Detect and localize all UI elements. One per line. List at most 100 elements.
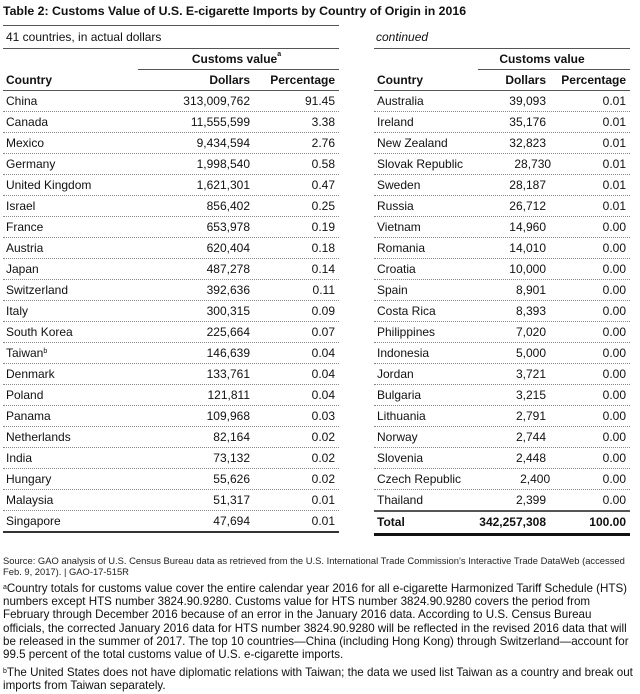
percentage-cell: 0.01 <box>602 115 626 129</box>
percentage-cell: 0.14 <box>311 262 335 276</box>
table-subtitle: 41 countries, in actual dollars <box>6 30 162 44</box>
country-name: Lithuania <box>377 409 426 423</box>
country-cell: United Kingdom <box>3 175 130 195</box>
percentage-cell: 0.19 <box>311 220 335 234</box>
country-cell: Bulgaria <box>374 385 452 405</box>
left-table-body: China 313,009,762 91.45 Canada 11,555,599 3.3… <box>3 91 339 531</box>
country-cell: Ireland <box>374 112 452 132</box>
group-header-label: Customs value <box>191 52 278 66</box>
table-row: Canada 11,555,599 3.38 <box>3 111 339 132</box>
country-cell: Germany <box>3 154 130 174</box>
header-rule <box>3 90 339 91</box>
table-row: Vietnam 14,960 0.00 <box>374 216 630 237</box>
percentage-cell: 0.25 <box>311 199 335 213</box>
group-header-rule <box>478 69 630 70</box>
dollars-cell: 28,730 <box>514 157 552 171</box>
country-cell: Mexico <box>3 133 130 153</box>
bottom-rule <box>374 533 630 536</box>
country-name: Czech Republic <box>377 472 462 486</box>
dollars-cell: 7,020 <box>515 325 546 339</box>
dollars-cell: 51,317 <box>213 493 250 507</box>
table-row: Czech Republic 2,400 0.00 <box>374 468 630 489</box>
table-row: Spain 8,901 0.00 <box>374 279 630 300</box>
country-cell: Russia <box>374 196 452 216</box>
country-cell: Norway <box>374 427 452 447</box>
table-row: Italy 300,315 0.09 <box>3 300 339 321</box>
table-row: Switzerland 392,636 0.11 <box>3 279 339 300</box>
col-header-percentage: Percentage <box>270 73 335 87</box>
table-row: Slovenia 2,448 0.00 <box>374 447 630 468</box>
percentage-cell: 0.00 <box>602 430 626 444</box>
country-name: Slovenia <box>377 451 424 465</box>
dollars-cell: 2,448 <box>515 451 546 465</box>
table-row: Poland 121,811 0.04 <box>3 384 339 405</box>
dollars-cell: 3,215 <box>515 388 546 402</box>
dollars-cell: 392,636 <box>206 283 250 297</box>
country-name: Costa Rica <box>377 304 436 318</box>
footnote-b: bThe United States does not have diploma… <box>3 666 635 692</box>
country-cell: Japan <box>3 259 130 279</box>
percentage-cell: 0.00 <box>602 472 626 486</box>
table-row: Israel 856,402 0.25 <box>3 195 339 216</box>
percentage-cell: 0.00 <box>602 283 626 297</box>
table-row: India 73,132 0.02 <box>3 447 339 468</box>
dollars-cell: 121,811 <box>207 388 251 402</box>
table-row: Austria 620,404 0.18 <box>3 237 339 258</box>
left-table: 41 countries, in actual dollars Customs … <box>3 25 339 533</box>
country-name: Slovak Republic <box>377 157 464 171</box>
percentage-cell: 0.01 <box>602 157 626 171</box>
dollars-cell: 39,093 <box>509 94 546 108</box>
country-cell: Philippines <box>374 322 452 342</box>
country-cell: Vietnam <box>374 217 452 237</box>
total-label: Total <box>377 515 405 529</box>
dollars-cell: 653,978 <box>206 220 250 234</box>
dollars-cell: 26,712 <box>509 199 546 213</box>
country-cell: Indonesia <box>374 343 452 363</box>
country-name: Austria <box>6 241 44 255</box>
table-row: Malaysia 51,317 0.01 <box>3 489 339 510</box>
table-row: Denmark 133,761 0.04 <box>3 363 339 384</box>
percentage-cell: 0.01 <box>311 493 335 507</box>
country-cell: Spain <box>374 280 452 300</box>
percentage-cell: 0.00 <box>602 262 626 276</box>
dollars-cell: 1,998,540 <box>196 157 250 171</box>
group-header-rule <box>138 69 339 70</box>
percentage-cell: 0.00 <box>602 220 626 234</box>
country-cell: Singapore <box>3 511 130 531</box>
right-table: continued Customs value Country Dollars … <box>374 25 630 536</box>
column-header-row: Country Dollars Percentage <box>374 70 630 90</box>
country-name: Norway <box>377 430 418 444</box>
dollars-cell: 2,744 <box>515 430 546 444</box>
percentage-cell: 0.07 <box>311 325 335 339</box>
subtitle-rule <box>3 48 339 49</box>
country-name: Poland <box>6 388 44 402</box>
country-cell: Lithuania <box>374 406 452 426</box>
country-cell: Thailand <box>374 490 452 510</box>
col-header-country: Country <box>6 73 52 87</box>
table-row: South Korea 225,664 0.07 <box>3 321 339 342</box>
percentage-cell: 0.02 <box>311 472 335 486</box>
percentage-cell: 0.04 <box>311 346 335 360</box>
country-cell: India <box>3 448 130 468</box>
country-cell: Costa Rica <box>374 301 452 321</box>
country-name: Australia <box>377 94 424 108</box>
country-name: Panama <box>6 409 51 423</box>
country-name: South Korea <box>6 325 73 339</box>
table-row: Japan 487,278 0.14 <box>3 258 339 279</box>
country-cell: Croatia <box>374 259 452 279</box>
table-row: Norway 2,744 0.00 <box>374 426 630 447</box>
dollars-cell: 8,393 <box>515 304 546 318</box>
country-name: New Zealand <box>377 136 448 150</box>
country-cell: Italy <box>3 301 130 321</box>
continued-label: continued <box>376 30 429 44</box>
dollars-cell: 1,621,301 <box>196 178 250 192</box>
header-rule <box>374 90 630 91</box>
footnote-b-text: The United States does not have diplomat… <box>3 666 633 693</box>
country-cell: South Korea <box>3 322 130 342</box>
percentage-cell: 0.00 <box>602 325 626 339</box>
country-cell: Slovenia <box>374 448 452 468</box>
percentage-cell: 0.47 <box>311 178 335 192</box>
country-name: Japan <box>6 262 39 276</box>
customs-value-group-header: Customs valuea <box>3 49 339 70</box>
percentage-cell: 0.01 <box>602 178 626 192</box>
